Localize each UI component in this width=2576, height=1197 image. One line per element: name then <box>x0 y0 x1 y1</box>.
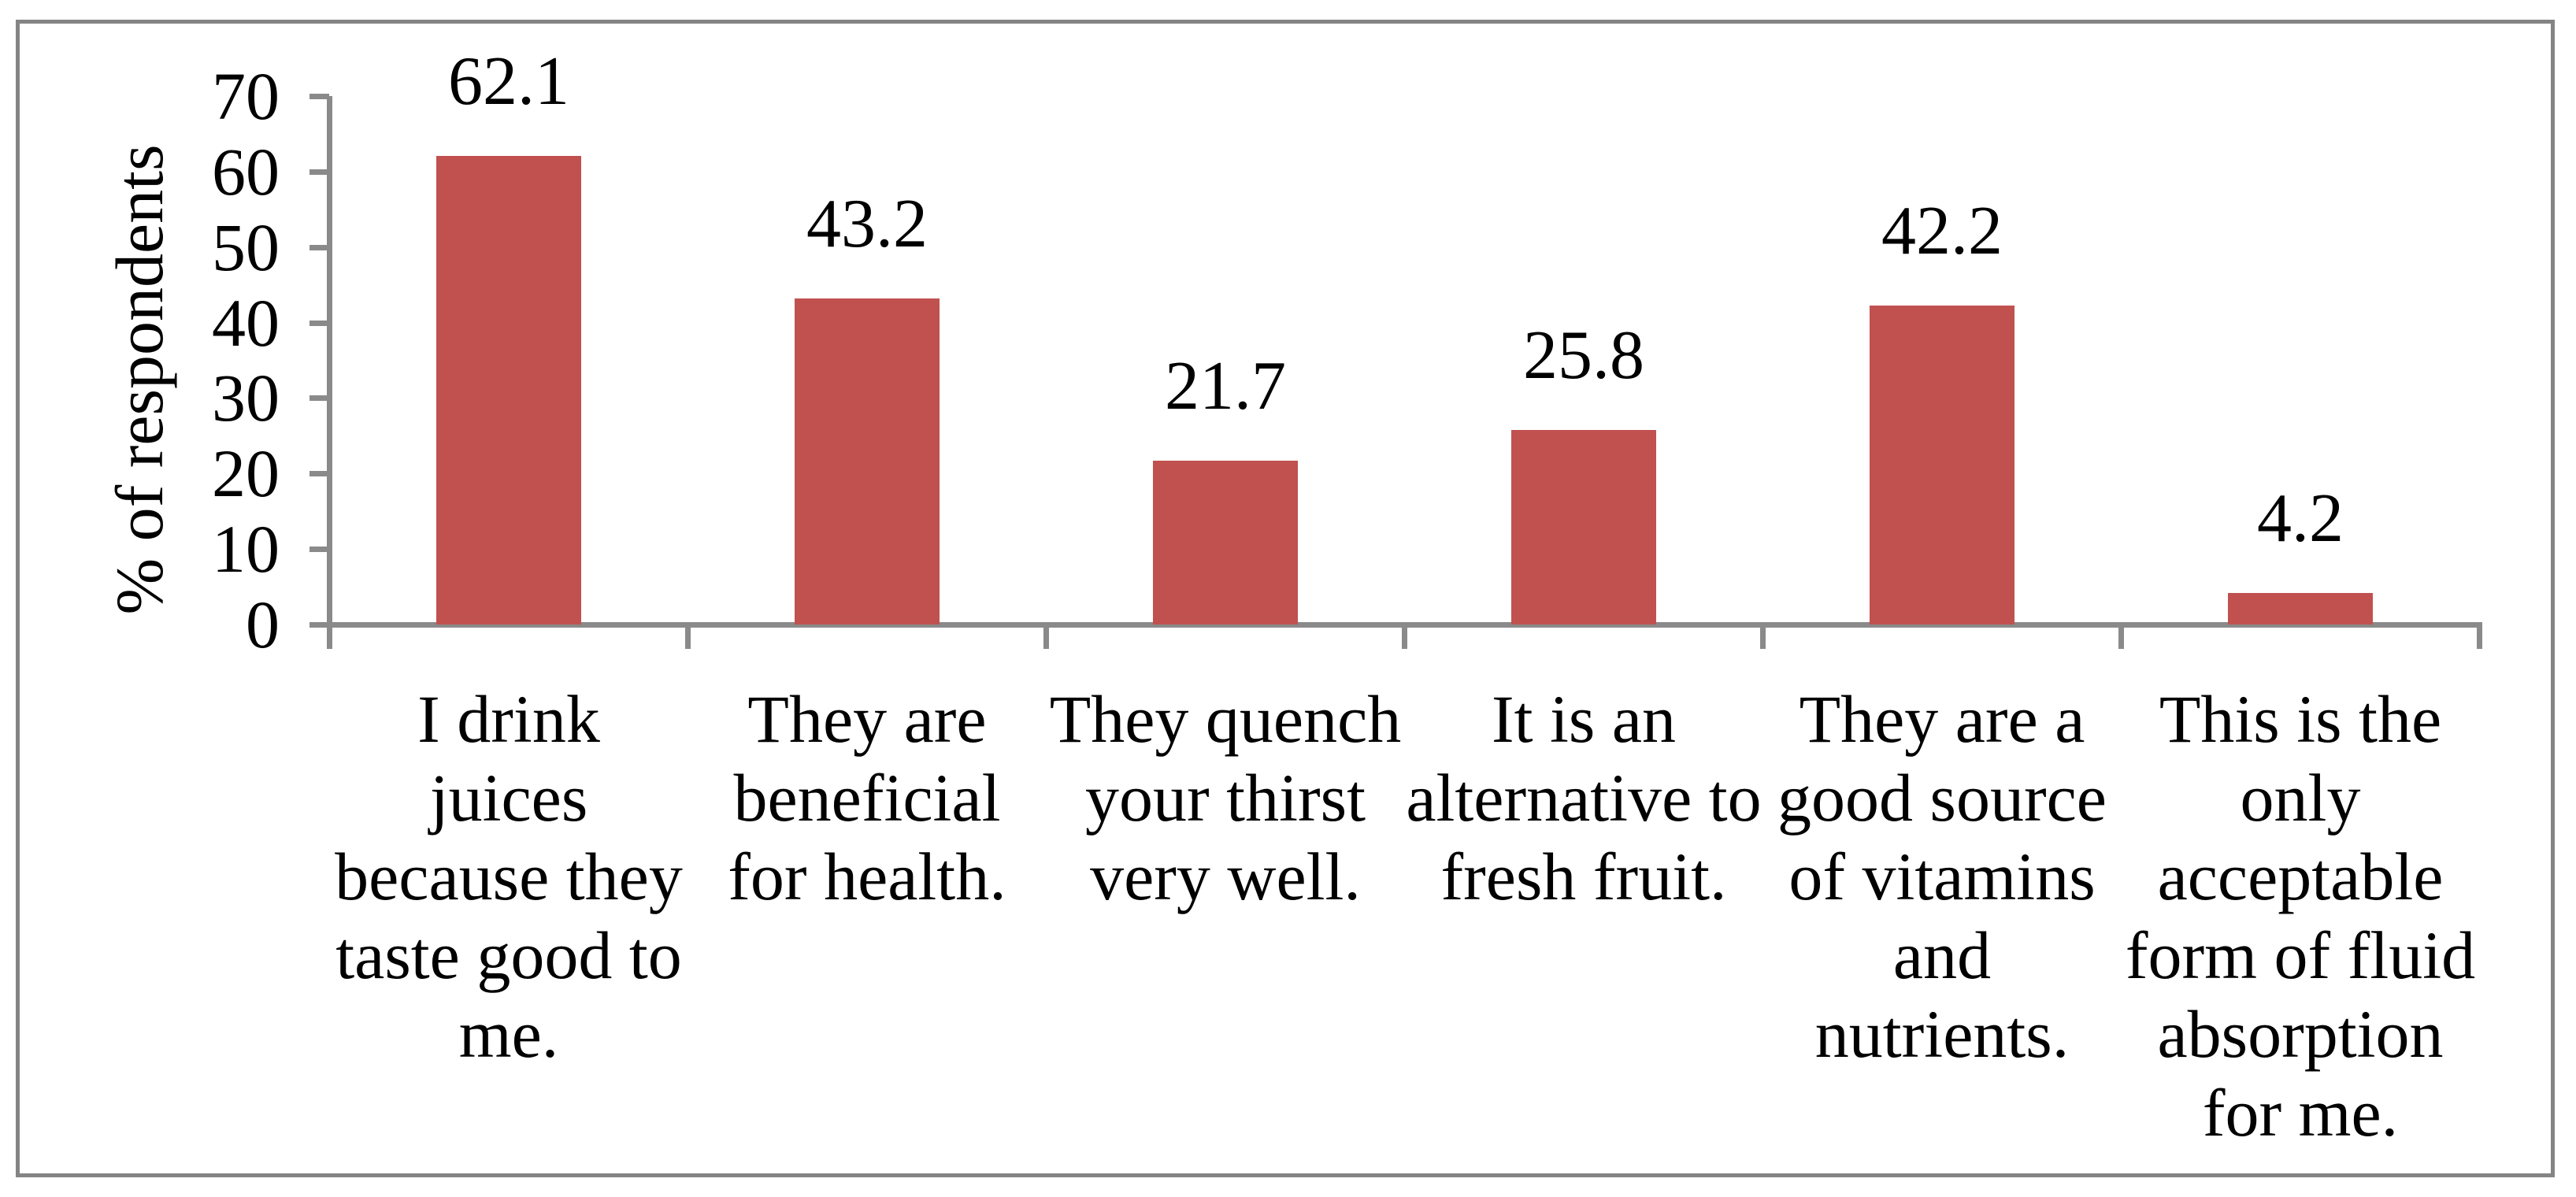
y-tick-label: 10 <box>212 511 280 587</box>
y-tick-mark <box>309 622 329 628</box>
category-label: They are beneficial for health. <box>728 681 1006 914</box>
category-label: This is the only acceptable form of flui… <box>2125 681 2476 1151</box>
category-label: It is an alternative to fresh fruit. <box>1406 681 1762 914</box>
bar <box>795 298 940 624</box>
y-tick-mark <box>309 471 329 476</box>
y-tick-label: 40 <box>212 285 280 361</box>
y-tick-label: 70 <box>212 58 280 134</box>
y-axis-line <box>327 96 332 646</box>
bar <box>1153 461 1298 624</box>
bar-value-label: 43.2 <box>806 186 928 262</box>
y-tick-label: 30 <box>212 360 280 435</box>
bar-value-label: 62.1 <box>448 43 569 120</box>
y-tick-mark <box>309 321 329 326</box>
bar <box>1870 306 2014 624</box>
x-tick-mark <box>327 628 332 649</box>
y-tick-mark <box>309 245 329 250</box>
y-tick-mark <box>309 94 329 99</box>
x-tick-mark <box>2118 628 2124 649</box>
x-tick-mark <box>1760 628 1766 649</box>
bar-value-label: 42.2 <box>1881 193 2003 269</box>
category-label: They are a good source of vitamins and n… <box>1777 681 2107 1072</box>
x-tick-mark <box>1402 628 1407 649</box>
bar-value-label: 25.8 <box>1523 317 1644 394</box>
y-tick-mark <box>309 395 329 401</box>
y-tick-label: 0 <box>246 587 280 662</box>
bar <box>1511 430 1656 624</box>
category-label: I drink juices because they taste good t… <box>335 681 683 1072</box>
x-tick-mark <box>685 628 691 649</box>
y-tick-label: 50 <box>212 209 280 285</box>
x-tick-mark <box>2477 628 2482 649</box>
figure-frame: % of respondents 0 10 20 30 40 50 60 70 62.1 43.… <box>16 20 2555 1177</box>
x-axis-line <box>309 622 2482 628</box>
bar <box>2228 593 2373 624</box>
bar-value-label: 4.2 <box>2257 480 2344 557</box>
bar-value-label: 21.7 <box>1165 348 1286 424</box>
y-tick-mark <box>309 169 329 175</box>
y-tick-label: 60 <box>212 134 280 209</box>
x-tick-mark <box>1043 628 1049 649</box>
y-tick-label: 20 <box>212 435 280 511</box>
bar <box>436 156 581 624</box>
category-label: They quench your thirst very well. <box>1049 681 1402 914</box>
y-tick-mark <box>309 547 329 552</box>
